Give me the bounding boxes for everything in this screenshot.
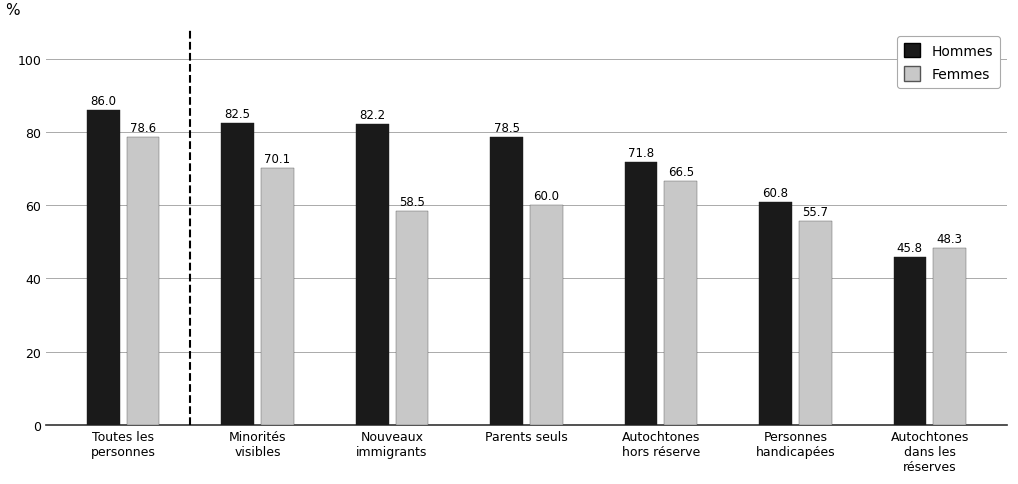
Text: 45.8: 45.8 xyxy=(897,242,923,255)
Bar xyxy=(126,138,160,425)
Text: 70.1: 70.1 xyxy=(265,153,290,166)
Legend: Hommes, Femmes: Hommes, Femmes xyxy=(897,37,1000,89)
Bar xyxy=(87,111,120,425)
Text: 78.5: 78.5 xyxy=(494,122,519,135)
Bar xyxy=(934,249,966,425)
Bar xyxy=(625,163,658,425)
Text: 86.0: 86.0 xyxy=(91,95,116,108)
Text: 60.0: 60.0 xyxy=(533,190,559,203)
Bar xyxy=(799,222,832,425)
Bar xyxy=(491,138,523,425)
Bar xyxy=(396,211,429,425)
Text: 55.7: 55.7 xyxy=(802,206,829,219)
Bar xyxy=(356,124,389,425)
Bar xyxy=(665,182,697,425)
Text: 71.8: 71.8 xyxy=(628,147,655,160)
Text: 58.5: 58.5 xyxy=(399,196,425,208)
Text: 82.2: 82.2 xyxy=(359,109,385,121)
Text: 66.5: 66.5 xyxy=(668,166,694,179)
Bar xyxy=(262,169,294,425)
Bar xyxy=(530,206,563,425)
Bar xyxy=(894,257,926,425)
Text: 82.5: 82.5 xyxy=(225,107,250,121)
Text: 78.6: 78.6 xyxy=(130,122,156,135)
Y-axis label: %: % xyxy=(5,3,19,18)
Bar xyxy=(759,203,792,425)
Text: 48.3: 48.3 xyxy=(937,233,963,245)
Bar xyxy=(221,123,254,425)
Text: 60.8: 60.8 xyxy=(762,187,789,200)
